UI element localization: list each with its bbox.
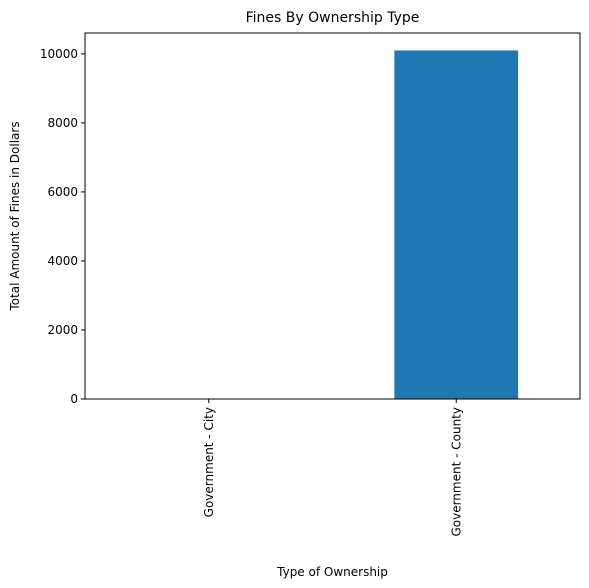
- y-tick-label-0: 0: [70, 392, 78, 406]
- axes-layer: 0 2000 4000 6000 8000 10000 Government - City G…: [40, 47, 463, 537]
- chart-title: Fines By Ownership Type: [246, 10, 420, 26]
- bar-1: [394, 50, 519, 400]
- y-axis-label: Total Amount of Fines in Dollars: [8, 121, 22, 311]
- y-tick-label-3: 6000: [47, 185, 78, 199]
- x-axis-label: Type of Ownership: [276, 565, 388, 579]
- y-tick-label-1: 2000: [47, 323, 78, 337]
- y-tick-label-5: 10000: [40, 47, 78, 61]
- plot-frame: [84, 32, 581, 400]
- bars-layer: [394, 50, 519, 400]
- x-tick-label-0: Government - City: [202, 407, 216, 517]
- y-tick-label-2: 4000: [47, 254, 78, 268]
- x-tick-label-1: Government - County: [449, 407, 463, 537]
- y-tick-label-4: 8000: [47, 116, 78, 130]
